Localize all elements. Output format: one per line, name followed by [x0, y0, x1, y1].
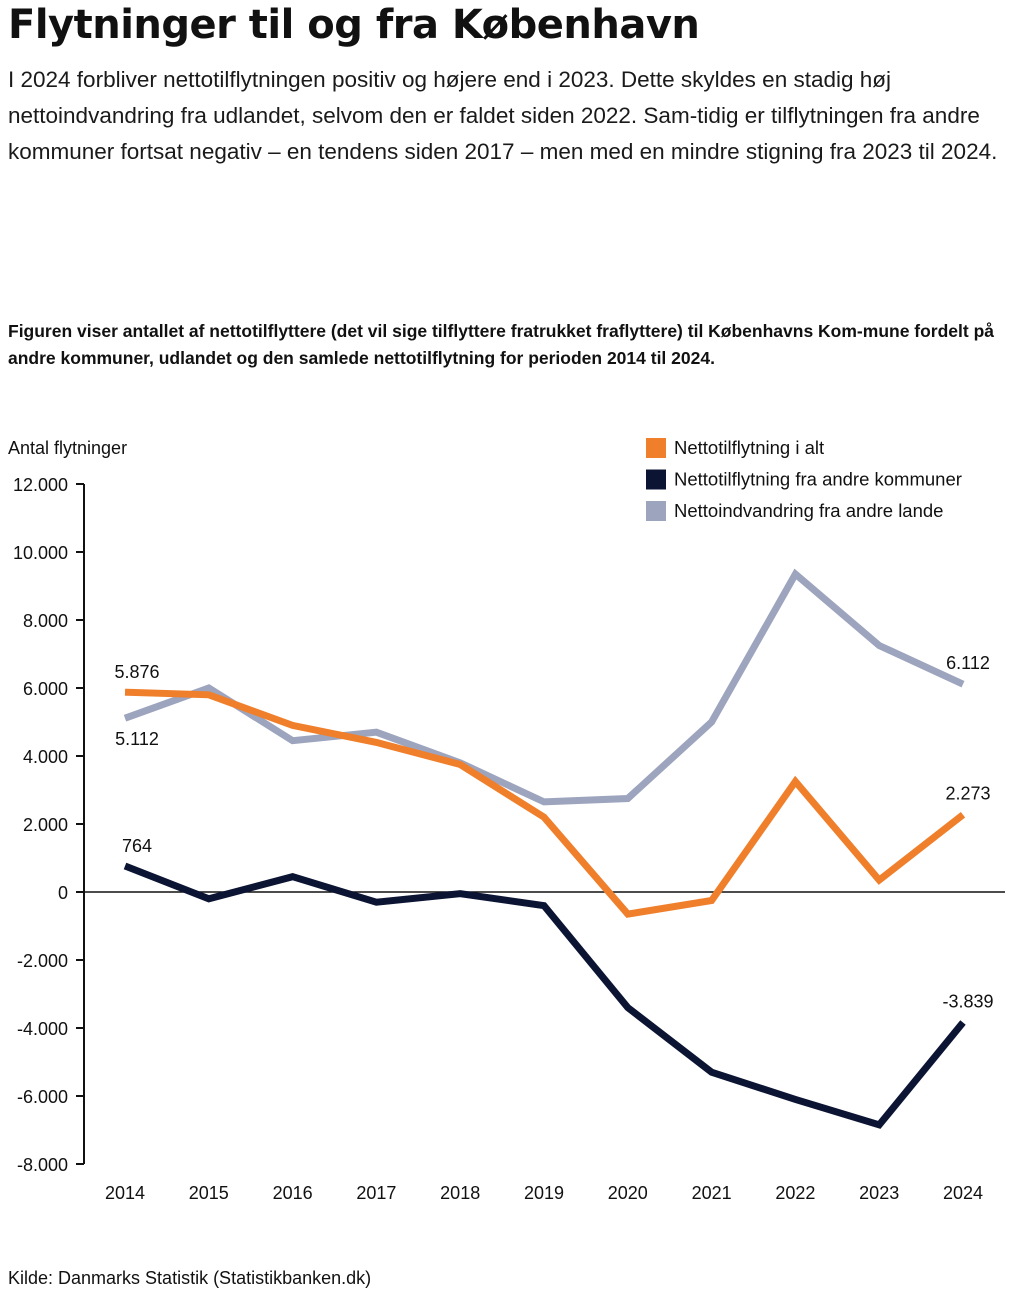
y-tick-label: 6.000	[23, 679, 68, 699]
x-tick-label: 2023	[859, 1183, 899, 1203]
data-label: 764	[122, 836, 152, 856]
legend-swatch	[646, 469, 666, 490]
x-tick-label: 2017	[356, 1183, 396, 1203]
data-labels: 5.876 5.112 764 6.112 2.273 -3.839	[114, 653, 993, 1011]
data-label: 5.876	[114, 662, 159, 682]
x-tick-label: 2020	[608, 1183, 648, 1203]
line-chart: Antal flytninger 12.000 10.000 8.000 6.000 4…	[8, 437, 1005, 1203]
y-tick-label: 12.000	[13, 475, 68, 495]
legend-label: Nettotilflytning fra andre kommuner	[674, 469, 962, 490]
y-tick-label: 2.000	[23, 815, 68, 835]
legend-swatch	[646, 501, 666, 521]
legend-swatch	[646, 438, 666, 458]
y-tick-label: 10.000	[13, 543, 68, 563]
x-tick-label: 2022	[775, 1183, 815, 1203]
data-label: 6.112	[946, 653, 990, 673]
series-line-nettotilflytning-fra-andre-kommuner	[123, 862, 966, 1129]
data-label: 5.112	[115, 729, 159, 749]
y-axis-label: Antal flytninger	[8, 438, 127, 458]
x-tick-label: 2019	[524, 1183, 564, 1203]
legend-label: Nettotilflytning i alt	[674, 437, 824, 458]
series-line-nettoindvandring-fra-andre-lande	[123, 568, 965, 806]
series-line-nettotilflytning-i-alt	[124, 688, 966, 918]
x-tick-label: 2018	[440, 1183, 480, 1203]
y-tick-label: -6.000	[17, 1087, 68, 1107]
page-title: Flytninger til og fra København	[8, 2, 700, 48]
x-tick-label: 2015	[189, 1183, 229, 1203]
axes: 12.000 10.000 8.000 6.000 4.000 2.000 0 -2.000 -…	[13, 475, 1005, 1203]
source-note: Kilde: Danmarks Statistik (Statistikbank…	[8, 1268, 372, 1288]
figure-caption: Figuren viser antallet af nettotilflytte…	[8, 321, 995, 368]
data-label: 2.273	[945, 784, 990, 804]
series-lines	[123, 568, 966, 1129]
x-tick-label: 2014	[105, 1183, 145, 1203]
y-tick-label: -4.000	[17, 1019, 68, 1039]
legend-label: Nettoindvandring fra andre lande	[674, 500, 943, 521]
x-tick-label: 2024	[943, 1183, 983, 1203]
y-tick-label: 4.000	[23, 747, 68, 767]
legend: Nettotilflytning i alt Nettotilflytning f…	[646, 437, 962, 521]
x-tick-label: 2016	[273, 1183, 313, 1203]
y-tick-label: -8.000	[17, 1155, 68, 1175]
y-tick-label: -2.000	[17, 951, 68, 971]
y-tick-label: 0	[58, 883, 68, 903]
y-tick-label: 8.000	[23, 611, 68, 631]
x-tick-label: 2021	[692, 1183, 732, 1203]
intro-paragraph: I 2024 forbliver nettotilflytningen posi…	[8, 67, 998, 164]
data-label: -3.839	[942, 992, 993, 1012]
